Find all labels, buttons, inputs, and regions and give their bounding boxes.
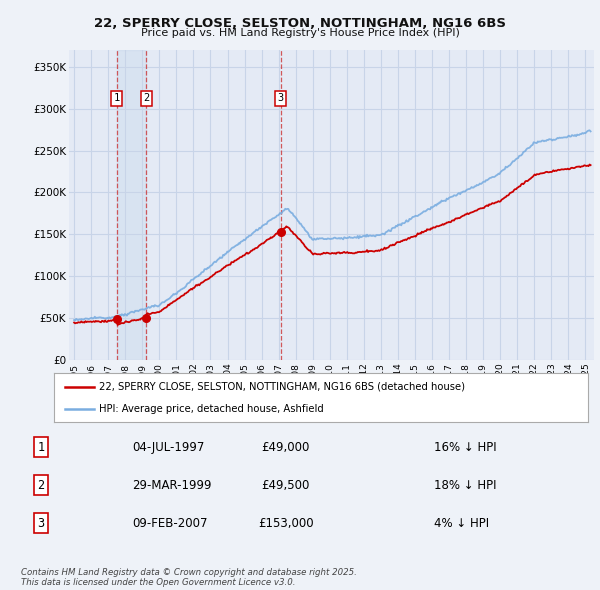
Text: Price paid vs. HM Land Registry's House Price Index (HPI): Price paid vs. HM Land Registry's House … [140,28,460,38]
Text: 4% ↓ HPI: 4% ↓ HPI [434,517,489,530]
Text: 3: 3 [37,517,44,530]
Text: 22, SPERRY CLOSE, SELSTON, NOTTINGHAM, NG16 6BS (detached house): 22, SPERRY CLOSE, SELSTON, NOTTINGHAM, N… [100,382,466,392]
Text: £153,000: £153,000 [258,517,314,530]
Text: 29-MAR-1999: 29-MAR-1999 [132,478,212,492]
Text: 3: 3 [277,93,284,103]
Text: 04-JUL-1997: 04-JUL-1997 [132,441,205,454]
Text: 16% ↓ HPI: 16% ↓ HPI [434,441,497,454]
Text: 2: 2 [37,478,44,492]
Bar [117,50,146,360]
Text: Contains HM Land Registry data © Crown copyright and database right 2025.
This d: Contains HM Land Registry data © Crown c… [21,568,357,587]
Text: £49,500: £49,500 [262,478,310,492]
Text: 09-FEB-2007: 09-FEB-2007 [132,517,208,530]
Text: 18% ↓ HPI: 18% ↓ HPI [434,478,497,492]
Text: £49,000: £49,000 [262,441,310,454]
Text: 1: 1 [113,93,120,103]
Text: HPI: Average price, detached house, Ashfield: HPI: Average price, detached house, Ashf… [100,404,324,414]
Text: 1: 1 [37,441,44,454]
Text: 22, SPERRY CLOSE, SELSTON, NOTTINGHAM, NG16 6BS: 22, SPERRY CLOSE, SELSTON, NOTTINGHAM, N… [94,17,506,30]
Text: 2: 2 [143,93,149,103]
